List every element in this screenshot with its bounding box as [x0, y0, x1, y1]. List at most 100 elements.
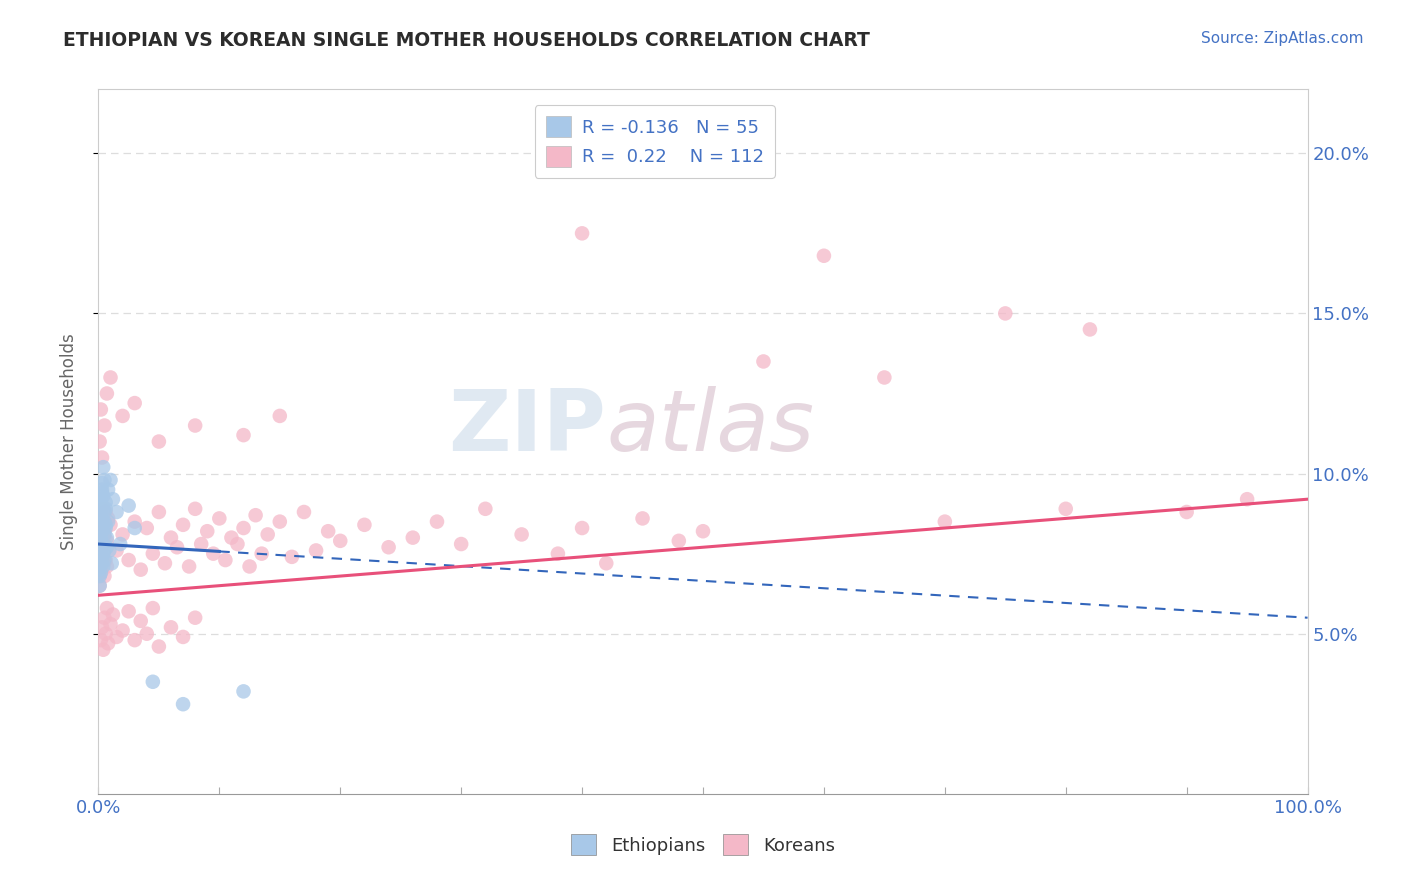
Point [91, 549, 114, 564]
Point [994, 306, 1017, 320]
Point [91, 485, 114, 500]
Point [142, 547, 165, 561]
Point [91, 549, 114, 564]
Point [426, 515, 449, 529]
Point [90, 547, 112, 561]
Point [89, 524, 111, 539]
Point [89, 579, 111, 593]
Point [93, 610, 115, 624]
Point [93, 473, 115, 487]
Point [90, 531, 112, 545]
Point [256, 527, 278, 541]
Text: Source: ZipAtlas.com: Source: ZipAtlas.com [1201, 31, 1364, 46]
Point [873, 370, 896, 384]
Point [91, 556, 114, 570]
Legend: Ethiopians, Koreans: Ethiopians, Koreans [564, 827, 842, 863]
Point [160, 531, 183, 545]
Point [631, 511, 654, 525]
Point [281, 549, 304, 564]
Text: ETHIOPIAN VS KOREAN SINGLE MOTHER HOUSEHOLDS CORRELATION CHART: ETHIOPIAN VS KOREAN SINGLE MOTHER HOUSEH… [63, 31, 870, 50]
Point [510, 527, 533, 541]
Point [93, 527, 115, 541]
Point [232, 684, 254, 698]
Point [96, 601, 118, 615]
Point [93, 569, 115, 583]
Point [474, 501, 496, 516]
Point [111, 409, 134, 423]
Point [94, 521, 117, 535]
Point [91, 476, 114, 491]
Point [91, 642, 114, 657]
Point [226, 537, 249, 551]
Point [571, 521, 593, 535]
Point [91, 501, 114, 516]
Point [90, 533, 112, 548]
Point [91, 531, 114, 545]
Point [269, 409, 291, 423]
Point [91, 460, 114, 475]
Point [91, 489, 114, 503]
Point [97, 511, 120, 525]
Point [89, 434, 111, 449]
Point [571, 227, 593, 241]
Point [91, 537, 114, 551]
Point [135, 626, 157, 640]
Point [118, 553, 141, 567]
Point [813, 249, 835, 263]
Point [100, 517, 122, 532]
Point [90, 566, 112, 580]
Point [94, 626, 117, 640]
Point [129, 563, 152, 577]
Point [692, 524, 714, 539]
Point [329, 533, 352, 548]
Point [100, 473, 122, 487]
Point [90, 505, 112, 519]
Point [93, 543, 115, 558]
Point [94, 517, 117, 532]
Point [89, 547, 111, 561]
Point [142, 601, 165, 615]
Point [91, 524, 114, 539]
Point [89, 537, 111, 551]
Point [111, 624, 134, 638]
Point [111, 527, 134, 541]
Point [595, 556, 617, 570]
Point [547, 547, 569, 561]
Point [96, 386, 118, 401]
Point [91, 620, 114, 634]
Text: ZIP: ZIP [449, 386, 606, 469]
Point [100, 617, 122, 632]
Point [94, 495, 117, 509]
Point [93, 531, 115, 545]
Point [142, 674, 165, 689]
Point [148, 640, 170, 654]
Point [91, 511, 114, 525]
Point [89, 556, 111, 570]
Point [91, 521, 114, 535]
Point [118, 499, 141, 513]
Point [934, 515, 956, 529]
Point [148, 505, 170, 519]
Point [105, 630, 128, 644]
Point [232, 428, 254, 442]
Point [101, 607, 124, 622]
Point [91, 547, 114, 561]
Point [135, 521, 157, 535]
Point [97, 515, 120, 529]
Point [90, 566, 112, 580]
Point [93, 553, 115, 567]
Point [97, 483, 120, 497]
Point [269, 515, 291, 529]
Point [89, 495, 111, 509]
Point [402, 531, 425, 545]
Point [105, 505, 128, 519]
Point [148, 434, 170, 449]
Point [90, 492, 112, 507]
Point [105, 543, 128, 558]
Point [108, 537, 131, 551]
Point [90, 633, 112, 648]
Point [124, 521, 146, 535]
Point [1078, 322, 1101, 336]
Point [239, 559, 262, 574]
Point [172, 517, 194, 532]
